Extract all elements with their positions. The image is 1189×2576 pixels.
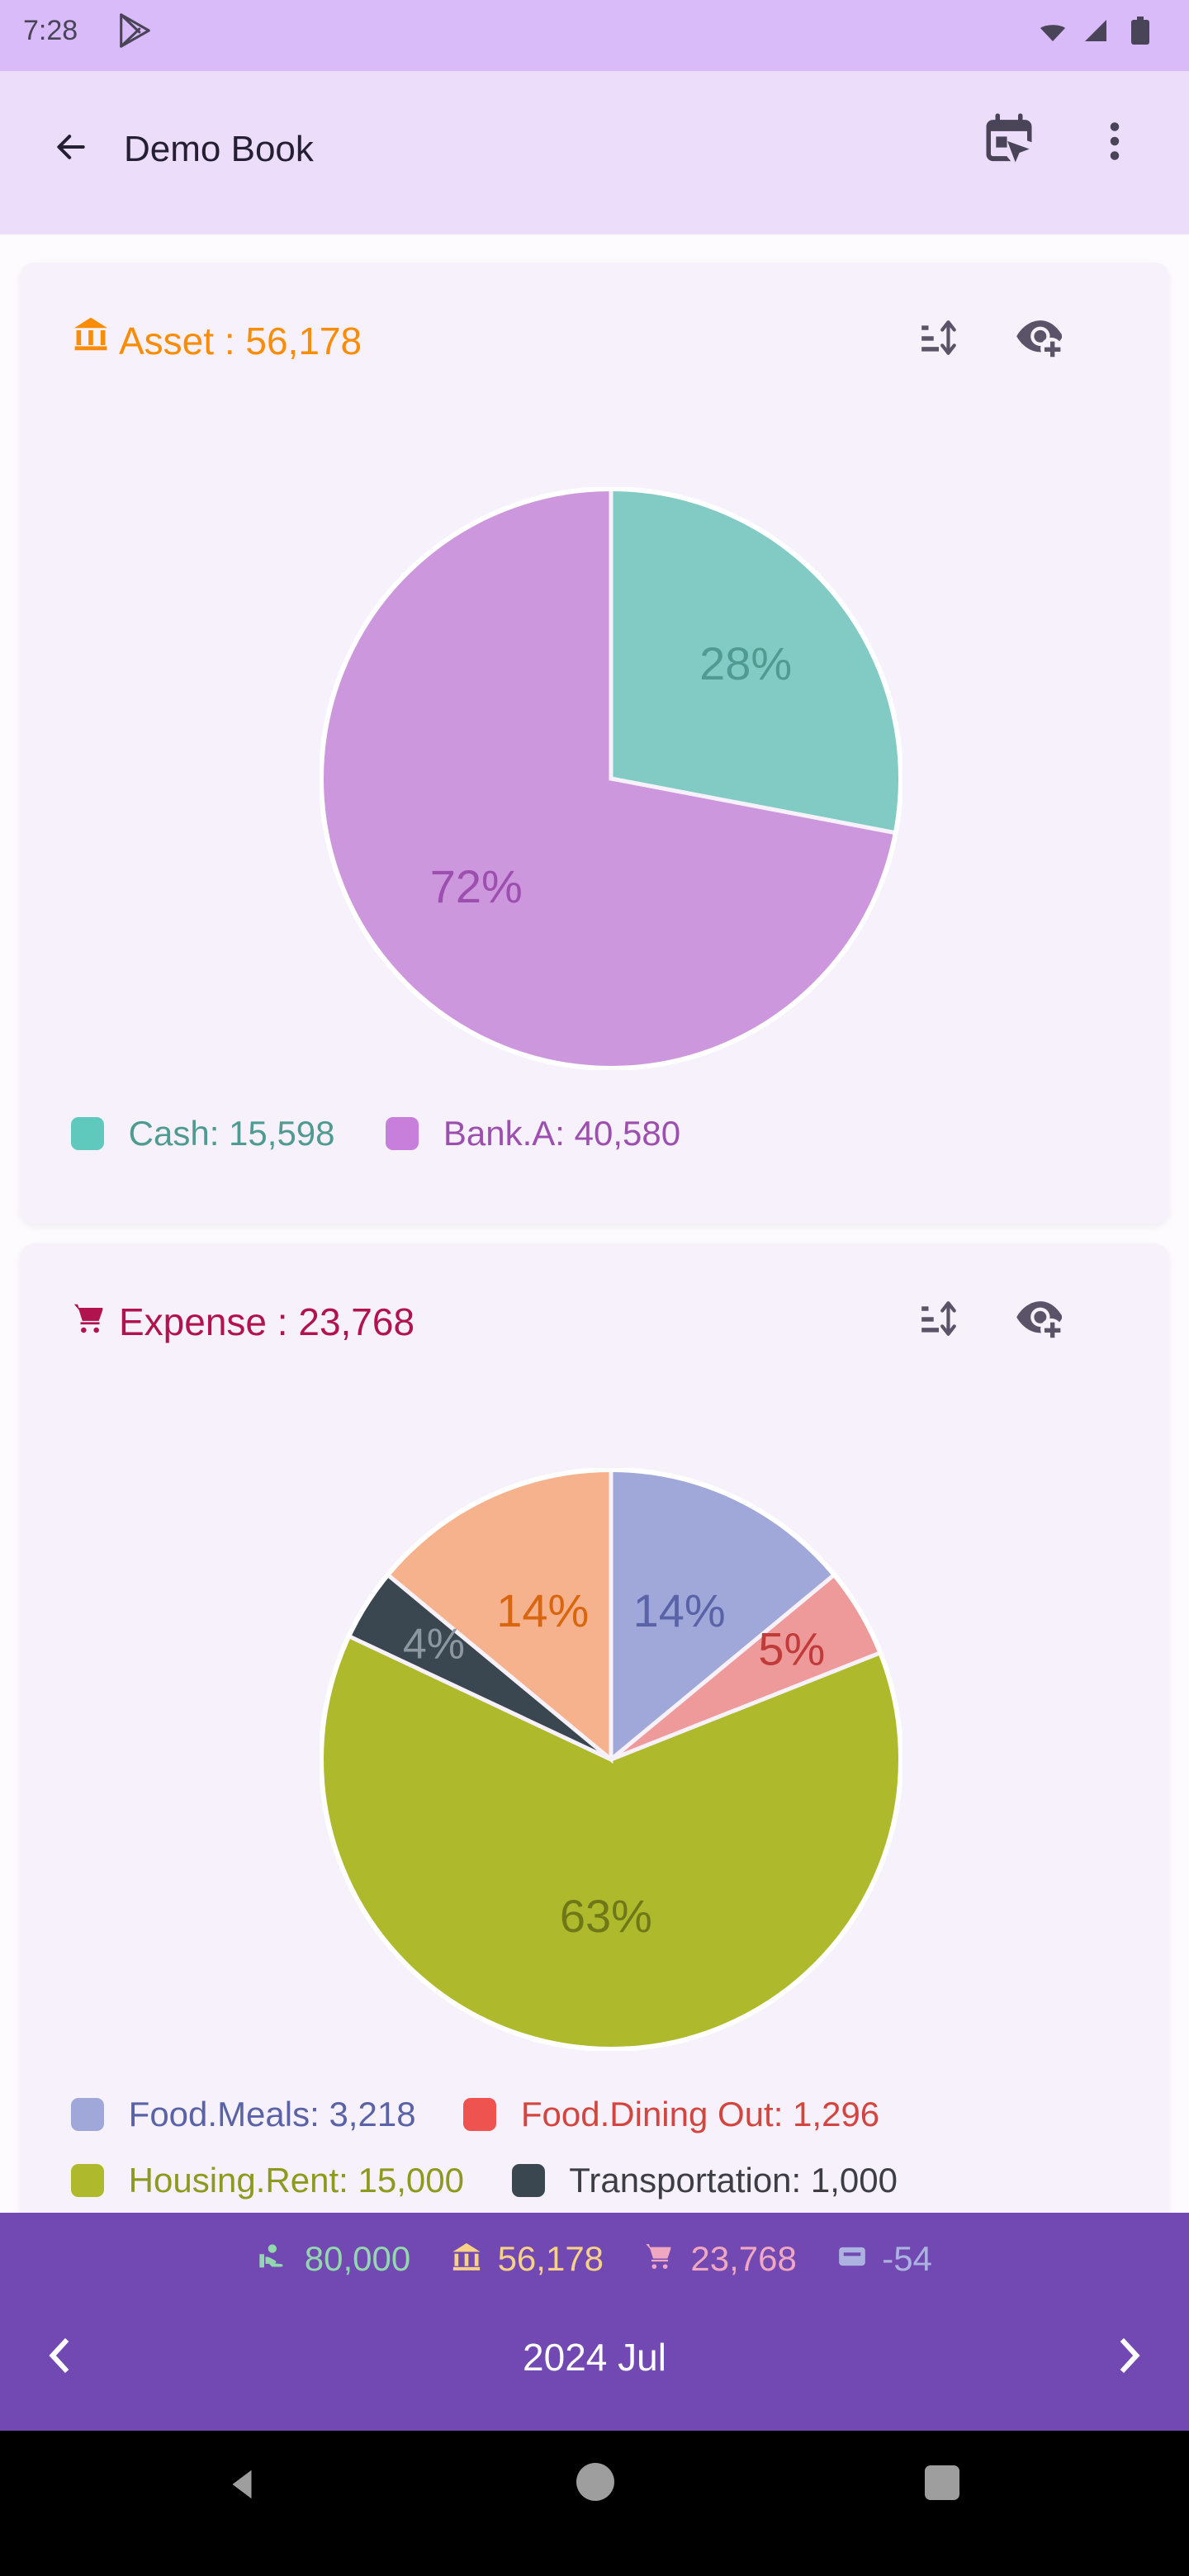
svg-text:5%: 5% <box>758 1622 825 1674</box>
svg-text:28%: 28% <box>699 637 792 689</box>
svg-text:14%: 14% <box>496 1584 589 1636</box>
svg-text:4%: 4% <box>403 1621 465 1669</box>
svg-text:14%: 14% <box>633 1584 726 1636</box>
svg-text:72%: 72% <box>430 860 523 912</box>
svg-text:63%: 63% <box>560 1890 652 1942</box>
